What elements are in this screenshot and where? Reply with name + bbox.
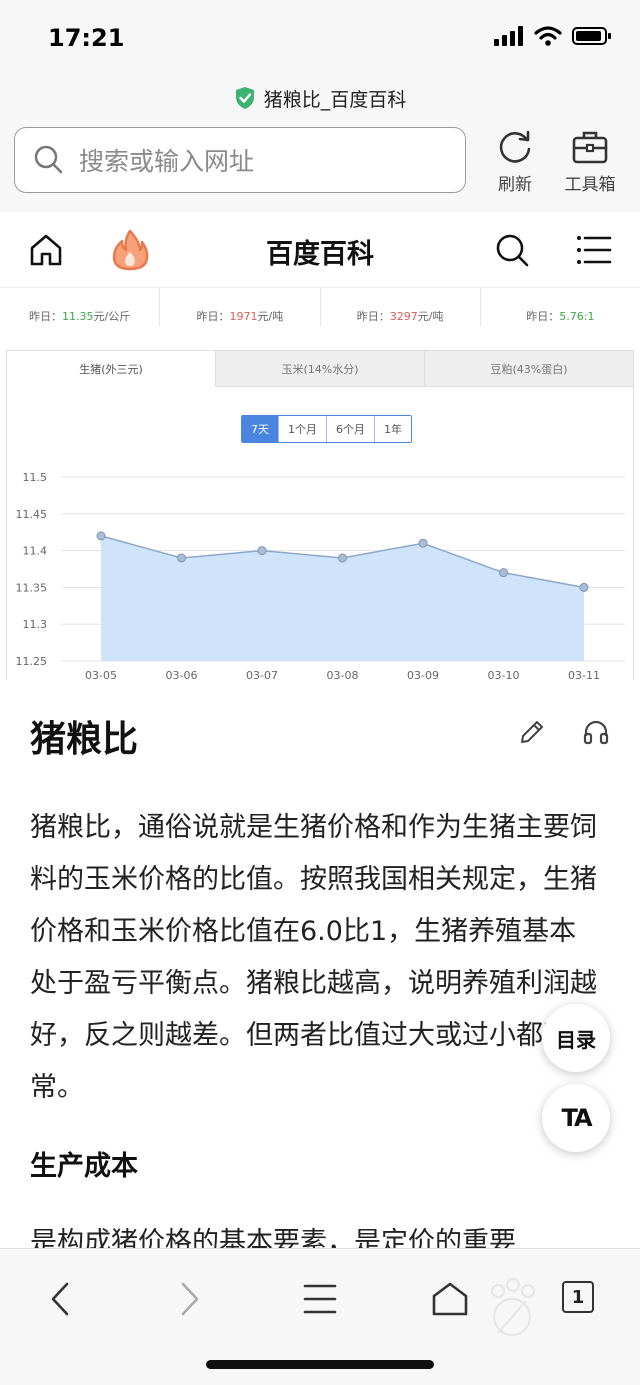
x-tick-label: 03-06 <box>166 669 198 680</box>
y-tick-label: 11.25 <box>16 655 48 668</box>
yesterday-value-cell: 昨日：3297元/吨 <box>321 288 481 326</box>
tab-count-button[interactable]: 1 <box>562 1281 594 1313</box>
section-heading: 生产成本 <box>30 1151 138 1182</box>
toolbox-icon <box>572 131 608 164</box>
paw-watermark-icon <box>490 1277 536 1337</box>
article: 猪粮比 猪粮比，通俗说就是生猪价格和作为生猪主要饲料的玉米价格的比值。按照我国相… <box>0 680 640 1248</box>
article-paragraph: 猪粮比，通俗说就是生猪价格和作为生猪主要饲料的玉米价格的比值。按照我国相关规定，… <box>30 812 597 1103</box>
browser-chrome: 猪粮比_百度百科 搜索或输入网址 刷新 工具箱 <box>0 78 640 212</box>
yesterday-value-cell: 昨日：11.35元/公斤 <box>0 288 161 326</box>
site-title: 猪粮比_百度百科 <box>263 88 407 111</box>
yesterday-unit: 元/公斤 <box>93 310 131 323</box>
x-tick-label: 03-07 <box>246 669 278 680</box>
y-tick-label: 11.4 <box>23 545 48 558</box>
data-point <box>579 582 589 592</box>
y-tick-label: 11.35 <box>16 581 48 594</box>
search-icon[interactable] <box>494 232 530 268</box>
site-logo-text[interactable]: 百度百科 <box>266 239 374 270</box>
x-tick-label: 03-05 <box>85 669 117 680</box>
refresh-label: 刷新 <box>498 175 532 195</box>
chart-tabs: 生猪(外三元) 玉米(14%水分) 豆粕(43%蛋白) <box>7 351 633 387</box>
menu-list-icon[interactable] <box>576 232 612 268</box>
data-point <box>499 568 508 578</box>
menu-button[interactable] <box>298 1277 342 1321</box>
yesterday-unit: 元/吨 <box>417 310 444 323</box>
yesterday-value: 3297 <box>389 310 418 323</box>
data-point <box>338 553 347 563</box>
toolbox-button[interactable]: 工具箱 <box>555 128 625 198</box>
range-button[interactable]: 1年 <box>374 416 411 442</box>
home-indicator <box>206 1360 434 1369</box>
price-area-chart: 11.5 11.45 11.4 11.35 11.3 11.25 03-05 03-06 03-… <box>16 471 625 680</box>
range-button[interactable]: 6个月 <box>326 416 374 442</box>
address-bar[interactable]: 搜索或输入网址 <box>14 127 466 193</box>
yesterday-prefix: 昨日： <box>356 310 390 323</box>
site-nav: 百度百科 <box>0 212 640 288</box>
toolbox-label: 工具箱 <box>564 175 616 195</box>
hot-flame-icon[interactable] <box>110 228 150 272</box>
yesterday-unit: 元/吨 <box>257 310 284 323</box>
x-tick-label: 03-11 <box>568 669 600 680</box>
yesterday-prefix: 昨日： <box>196 310 230 323</box>
section-paragraph: 是构成猪价格的基本要素，是定价的重要 <box>30 1227 516 1248</box>
yesterday-value-cell: 昨日：5.76:1 <box>481 288 640 326</box>
y-tick-label: 11.3 <box>23 618 48 631</box>
data-point <box>257 546 267 556</box>
chevron-left-icon <box>51 1282 69 1316</box>
range-button[interactable]: 1个月 <box>278 416 326 442</box>
data-point <box>418 538 428 548</box>
battery-icon <box>572 27 611 45</box>
edit-pencil-icon[interactable] <box>518 718 546 746</box>
wifi-icon <box>534 26 562 46</box>
yesterday-prefix: 昨日： <box>526 310 560 323</box>
chart-tab[interactable]: 生猪(外三元) <box>7 351 215 387</box>
yesterday-prefix: 昨日： <box>29 310 63 323</box>
data-point <box>96 531 106 541</box>
refresh-button[interactable]: 刷新 <box>480 128 550 198</box>
address-placeholder: 搜索或输入网址 <box>79 147 255 176</box>
area-fill <box>101 535 584 661</box>
status-bar: 17:21 <box>0 0 640 78</box>
price-chart-block: 昨日：11.35元/公斤 昨日：1971元/吨 昨日：3297元/吨 昨日：5.76:… <box>0 288 640 680</box>
site-title-row: 猪粮比_百度百科 <box>0 82 640 114</box>
back-button[interactable] <box>38 1277 82 1321</box>
x-tick-label: 03-10 <box>488 669 520 680</box>
toc-button[interactable]: 目录 <box>542 1004 610 1072</box>
home-icon[interactable] <box>28 232 64 268</box>
secure-shield-icon <box>235 87 254 109</box>
cellular-signal-icon <box>494 26 523 46</box>
yesterday-value: 5.76:1 <box>559 310 595 323</box>
headphones-icon[interactable] <box>582 718 610 746</box>
chart-tab[interactable]: 豆粕(43%蛋白) <box>424 351 633 387</box>
chart-tab[interactable]: 玉米(14%水分) <box>215 351 424 387</box>
y-tick-label: 11.5 <box>23 471 48 484</box>
yesterday-value-cell: 昨日：1971元/吨 <box>160 288 321 326</box>
chart-frame: 生猪(外三元) 玉米(14%水分) 豆粕(43%蛋白) 7天 1个月 6个月 1年 11.… <box>6 350 634 680</box>
status-time: 17:21 <box>48 24 125 52</box>
x-tick-label: 03-08 <box>327 669 359 680</box>
search-icon <box>34 145 63 174</box>
hamburger-menu-icon <box>303 1284 337 1314</box>
forward-button[interactable] <box>168 1277 212 1321</box>
yesterday-value: 11.35 <box>62 310 94 323</box>
chevron-right-icon <box>181 1282 199 1316</box>
x-tick-label: 03-09 <box>407 669 439 680</box>
home-button[interactable] <box>428 1277 472 1321</box>
yesterday-values-row: 昨日：11.35元/公斤 昨日：1971元/吨 昨日：3297元/吨 昨日：5.76:… <box>0 288 640 326</box>
home-outline-icon <box>432 1282 468 1316</box>
data-point <box>177 553 186 563</box>
yesterday-value: 1971 <box>229 310 258 323</box>
status-icons <box>494 26 612 46</box>
y-tick-label: 11.45 <box>16 508 48 521</box>
refresh-icon <box>499 130 531 163</box>
ta-button[interactable]: TA <box>542 1084 610 1152</box>
range-selector: 7天 1个月 6个月 1年 <box>241 415 412 443</box>
article-title: 猪粮比 <box>30 719 139 760</box>
range-button[interactable]: 7天 <box>242 416 278 442</box>
